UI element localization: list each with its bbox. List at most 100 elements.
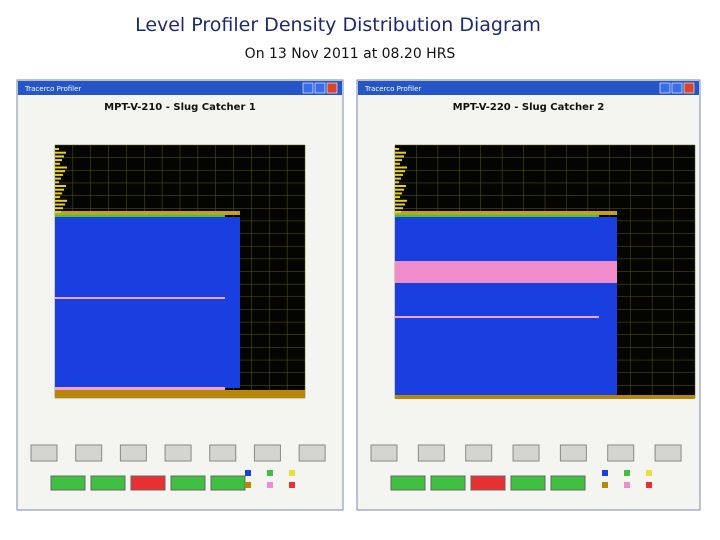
profile-tick: [395, 155, 404, 158]
title-bar: [358, 81, 699, 95]
window-button[interactable]: [683, 82, 695, 94]
profile-tick: [395, 173, 403, 176]
window-button[interactable]: [302, 82, 314, 94]
legend-swatch: [624, 470, 630, 476]
profile-tick: [395, 188, 404, 191]
profile-tick: [395, 151, 406, 154]
window-button[interactable]: [314, 82, 326, 94]
status-button[interactable]: [510, 475, 546, 491]
legend-swatch: [602, 470, 608, 476]
profile-tick: [395, 170, 405, 173]
legend-swatch: [245, 482, 251, 488]
profile-tick: [395, 199, 407, 202]
profile-tick: [55, 166, 67, 169]
profile-tick: [395, 148, 399, 150]
profile-band: [395, 283, 617, 395]
profile-band: [395, 395, 695, 399]
slide-subtitle: On 13 Nov 2011 at 08.20 HRS: [245, 46, 456, 62]
control-button[interactable]: [512, 444, 540, 462]
chart-title: MPT-V-210 - Slug Catcher 1: [104, 102, 256, 113]
profile-band: [55, 297, 225, 299]
control-button[interactable]: [559, 444, 587, 462]
legend-swatch: [289, 482, 295, 488]
profile-tick: [55, 199, 67, 202]
legend-swatch: [646, 470, 652, 476]
profile-tick: [395, 166, 407, 169]
legend-swatch: [624, 482, 630, 488]
profile-band: [55, 390, 305, 398]
profile-band: [395, 217, 617, 261]
legend-swatch: [646, 482, 652, 488]
profile-tick: [395, 210, 401, 213]
window-button[interactable]: [326, 82, 338, 94]
profile-band: [55, 217, 240, 388]
profile-tick: [395, 207, 403, 210]
control-button[interactable]: [75, 444, 103, 462]
legend-swatch: [245, 470, 251, 476]
control-button[interactable]: [119, 444, 147, 462]
status-button[interactable]: [130, 475, 166, 491]
legend-swatch: [267, 482, 273, 488]
profile-tick: [55, 185, 66, 187]
profile-tick: [395, 192, 402, 195]
control-button[interactable]: [30, 444, 58, 462]
status-button[interactable]: [50, 475, 86, 491]
profile-band: [55, 211, 240, 215]
status-button[interactable]: [470, 475, 506, 491]
legend-swatch: [289, 470, 295, 476]
profile-tick: [55, 196, 60, 199]
control-button[interactable]: [298, 444, 326, 462]
status-button[interactable]: [90, 475, 126, 491]
control-button[interactable]: [465, 444, 493, 462]
legend-swatch: [267, 470, 273, 476]
profile-band: [395, 211, 617, 215]
profile-tick: [395, 159, 402, 162]
control-button[interactable]: [654, 444, 682, 462]
profile-tick: [55, 192, 62, 195]
profile-band: [395, 316, 599, 318]
control-button[interactable]: [164, 444, 192, 462]
profile-tick: [55, 177, 61, 180]
status-button[interactable]: [210, 475, 246, 491]
chart-title: MPT-V-220 - Slug Catcher 2: [453, 102, 605, 113]
window-button[interactable]: [671, 82, 683, 94]
profile-tick: [55, 181, 59, 184]
status-button[interactable]: [430, 475, 466, 491]
profile-band: [395, 215, 599, 217]
control-button[interactable]: [370, 444, 398, 462]
profile-tick: [395, 162, 400, 165]
slide-title: Level Profiler Density Distribution Diag…: [135, 14, 541, 36]
window-caption: Tracerco Profiler: [24, 85, 81, 93]
profile-tick: [55, 159, 62, 162]
window-button[interactable]: [659, 82, 671, 94]
title-bar: [18, 81, 342, 95]
profile-tick: [55, 210, 61, 213]
profile-tick: [55, 155, 64, 158]
profile-tick: [395, 181, 399, 184]
profile-tick: [55, 151, 66, 154]
profile-tick: [55, 207, 63, 210]
status-button[interactable]: [390, 475, 426, 491]
profile-band: [55, 215, 225, 217]
profile-tick: [55, 170, 65, 173]
control-button[interactable]: [209, 444, 237, 462]
control-button[interactable]: [417, 444, 445, 462]
profile-tick: [55, 162, 60, 165]
profile-tick: [55, 203, 65, 206]
profile-tick: [395, 196, 400, 199]
profile-tick: [55, 188, 64, 191]
control-button[interactable]: [607, 444, 635, 462]
profile-tick: [55, 173, 63, 176]
profile-tick: [395, 203, 405, 206]
profile-tick: [55, 148, 59, 150]
window-caption: Tracerco Profiler: [364, 85, 421, 93]
status-button[interactable]: [550, 475, 586, 491]
profile-band: [55, 387, 225, 390]
control-button[interactable]: [253, 444, 281, 462]
status-button[interactable]: [170, 475, 206, 491]
profile-band: [395, 261, 617, 283]
profile-tick: [395, 185, 406, 187]
profile-tick: [395, 177, 401, 180]
legend-swatch: [602, 482, 608, 488]
